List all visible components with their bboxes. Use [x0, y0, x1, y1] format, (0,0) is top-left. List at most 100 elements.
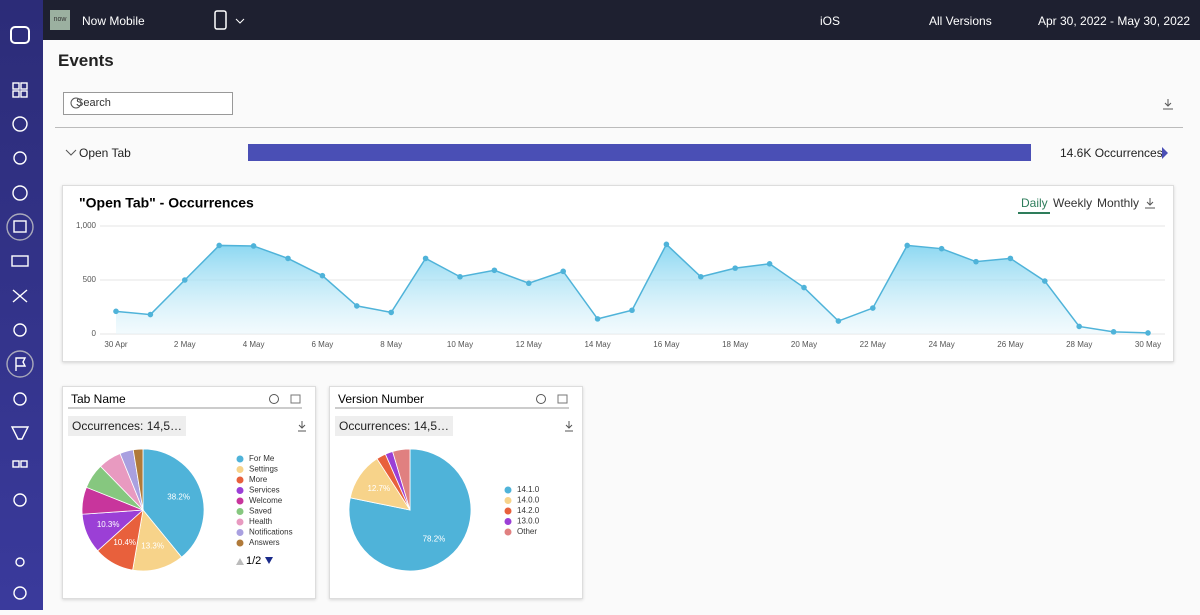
value-label: 13.3% [141, 542, 164, 551]
legend-label[interactable]: Welcome [249, 496, 283, 505]
legend-swatch [504, 486, 512, 494]
device-icon[interactable] [213, 10, 247, 32]
value-label: 38.2% [167, 492, 190, 501]
sidebar [0, 0, 43, 610]
legend-label[interactable]: Settings [249, 465, 278, 474]
point [766, 261, 773, 267]
y-tick-label: 500 [83, 275, 97, 284]
legend-swatch [504, 528, 512, 536]
event-occurrences: 14.6K Occurrences [1060, 146, 1163, 160]
x-tick-label: 8 May [380, 340, 402, 349]
pie-slice [132, 448, 144, 511]
legend-label[interactable]: Notifications [249, 528, 293, 537]
download-icon[interactable] [298, 421, 306, 432]
legend-label[interactable]: 14.1.0 [517, 485, 540, 494]
app-name[interactable]: Now Mobile [82, 14, 145, 28]
legend-swatch [236, 455, 244, 463]
point [1110, 329, 1117, 335]
search-box[interactable]: Search [63, 92, 233, 115]
card-title: Version Number [338, 392, 424, 406]
point [835, 318, 842, 324]
x-tick-label: 24 May [928, 340, 954, 349]
legend-label[interactable]: More [249, 475, 268, 484]
expand-arrow[interactable] [1162, 147, 1168, 159]
point [870, 305, 876, 311]
legend-label[interactable]: Saved [249, 507, 272, 516]
collapse-icon[interactable] [65, 149, 77, 156]
pie-toggle[interactable] [269, 394, 279, 404]
logo: now [50, 10, 70, 30]
point [216, 242, 222, 249]
legend-label[interactable]: Answers [249, 538, 280, 547]
legend-swatch [504, 507, 512, 515]
legend-label[interactable]: 14.0.0 [517, 496, 540, 505]
y-tick-label: 1,000 [76, 221, 97, 230]
legend-swatch [236, 529, 244, 536]
point [1076, 323, 1082, 330]
page-title: Events [58, 51, 114, 70]
event-name[interactable]: Open Tab [79, 146, 131, 160]
point [560, 268, 566, 275]
x-tick-label: 4 May [243, 340, 265, 349]
value-label: 12.7% [367, 484, 390, 493]
x-tick-label: 26 May [997, 340, 1023, 349]
x-tick-label: 2 May [174, 340, 196, 349]
platform-select[interactable]: iOS [820, 14, 841, 28]
legend-label[interactable]: 14.2.0 [517, 506, 540, 515]
legend-label[interactable]: Other [517, 527, 537, 536]
legend-label[interactable]: Health [249, 517, 272, 526]
table-toggle[interactable] [557, 394, 568, 404]
point [491, 267, 498, 274]
point [422, 255, 429, 262]
point [594, 316, 601, 322]
page-up[interactable] [236, 558, 244, 565]
sidebar-icons [6, 26, 34, 600]
view-option[interactable]: Weekly [1053, 196, 1092, 210]
x-tick-label: 10 May [447, 340, 473, 349]
point [973, 258, 979, 265]
legend-swatch [236, 518, 244, 526]
legend-swatch [236, 508, 244, 515]
point [285, 255, 291, 262]
pie-slice [132, 509, 183, 572]
x-tick-label: 12 May [516, 340, 542, 349]
point [388, 309, 395, 316]
point [354, 303, 360, 309]
pie-subtitle: Occurrences: 14,5… [68, 416, 187, 436]
x-tick-label: 20 May [791, 340, 817, 349]
point [1007, 255, 1014, 262]
pagination: 1/2 [246, 555, 261, 567]
point [182, 277, 188, 283]
download-icon[interactable] [1145, 198, 1155, 209]
point [250, 243, 257, 249]
page-down[interactable] [265, 557, 273, 564]
point [526, 280, 532, 287]
view-option[interactable]: Monthly [1097, 196, 1139, 210]
date-range[interactable]: Apr 30, 2022 - May 30, 2022 [1038, 14, 1191, 28]
pie-subtitle: Occurrences: 14,5… [335, 416, 454, 436]
card-title: Tab Name [71, 392, 126, 406]
point [147, 311, 154, 318]
legend-label[interactable]: 13.0.0 [517, 517, 540, 526]
y-tick-label: 0 [92, 329, 97, 338]
download-icon[interactable] [1163, 99, 1173, 110]
x-tick-label: 30 May [1135, 340, 1161, 349]
point [698, 273, 704, 280]
point [732, 265, 738, 271]
event-bar [248, 144, 1031, 161]
point [938, 245, 945, 252]
download-icon[interactable] [565, 421, 573, 432]
pie-toggle[interactable] [536, 394, 546, 404]
table-toggle[interactable] [290, 394, 301, 404]
x-tick-label: 22 May [860, 340, 886, 349]
legend-swatch [236, 476, 244, 484]
legend-label[interactable]: For Me [249, 454, 275, 463]
area [116, 244, 1148, 334]
search-icon [70, 97, 82, 109]
legend-label[interactable]: Services [249, 486, 280, 495]
point [1145, 330, 1151, 336]
version-select[interactable]: All Versions [929, 14, 992, 28]
view-option[interactable]: Daily [1021, 196, 1048, 210]
